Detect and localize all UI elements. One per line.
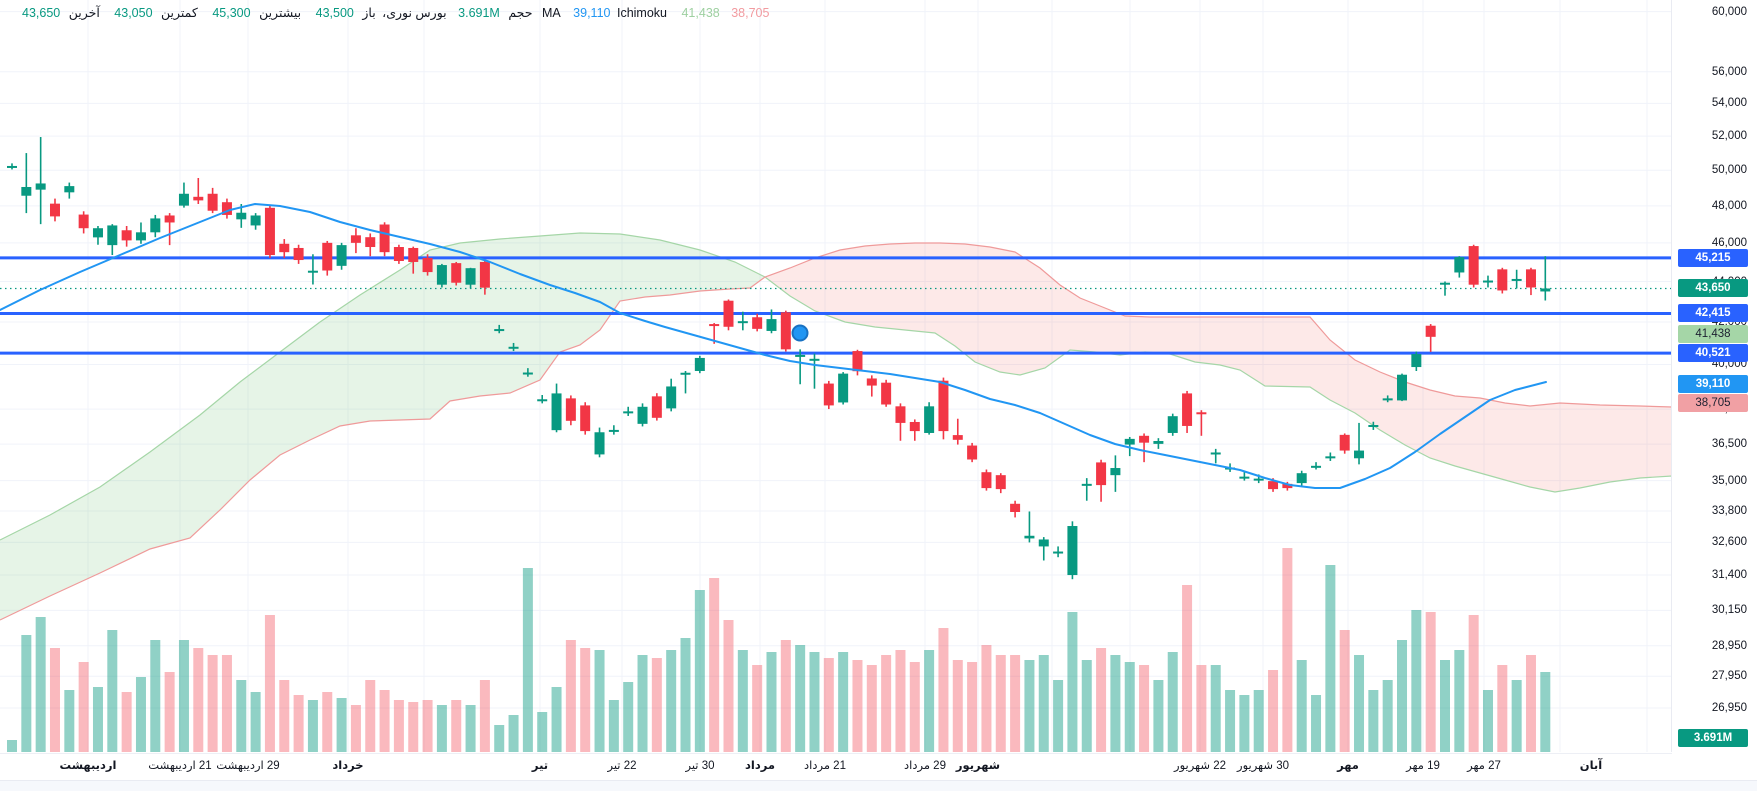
last-price-tag[interactable]: 43,650 xyxy=(1678,279,1748,298)
time-tick: شهریور xyxy=(955,760,1001,772)
time-tick: مهر xyxy=(1337,760,1359,772)
ichimoku-lead2-value: 38,705 xyxy=(731,6,770,20)
price-tick: 32,600 xyxy=(1711,536,1747,549)
time-tick: 22 شهریور xyxy=(1174,760,1226,772)
legend-volume-row[interactable]: حجم 3.691M xyxy=(450,4,535,23)
price-tick: 30,150 xyxy=(1711,604,1747,617)
low-label: کمترین xyxy=(161,6,198,20)
price-tick: 36,500 xyxy=(1711,438,1747,451)
price-tick: 46,000 xyxy=(1711,236,1747,249)
time-tick: مرداد xyxy=(744,760,776,772)
time-axis[interactable]: اردیبهشت 21 اردیبهشت 29 اردیبهشت خرداد تیر 22… xyxy=(0,753,1672,780)
open-label: باز xyxy=(362,6,376,20)
time-tick: 19 مهر xyxy=(1406,760,1440,772)
time-tick: 30 تیر xyxy=(685,760,715,772)
ichimoku-lead2-tag[interactable]: 38,705 xyxy=(1678,394,1748,413)
time-tick: 21 اردیبهشت xyxy=(148,760,212,772)
legend-ichimoku-row[interactable]: Ichimoku 41,438 38,705 xyxy=(614,4,769,23)
time-tick: 27 مهر xyxy=(1467,760,1501,772)
time-tick: 21 مرداد xyxy=(804,760,846,772)
time-tick: آبان xyxy=(1579,760,1603,772)
symbol-name: بورس نوری، xyxy=(382,6,447,20)
high-value: 45,300 xyxy=(212,6,251,20)
ma-label: MA xyxy=(541,6,561,20)
price-line-tag[interactable]: 42,415 xyxy=(1678,304,1748,323)
ichimoku-lead1-tag[interactable]: 41,438 xyxy=(1678,324,1748,343)
price-tick: 52,000 xyxy=(1711,130,1747,143)
volume-label: حجم xyxy=(508,6,533,20)
time-tick: خرداد xyxy=(332,760,364,772)
ma-value: 39,110 xyxy=(573,6,611,20)
time-tick: 29 مرداد xyxy=(904,760,946,772)
chart-legend: بورس نوری، باز 43,500 بیشترین 45,300 کمت… xyxy=(14,4,769,23)
time-tick: 30 شهریور xyxy=(1237,760,1289,772)
marker-dot[interactable] xyxy=(791,324,809,342)
price-tick: 56,000 xyxy=(1711,65,1747,78)
ma-price-tag[interactable]: 39,110 xyxy=(1678,375,1748,394)
legend-ohlc-row[interactable]: بورس نوری، باز 43,500 بیشترین 45,300 کمت… xyxy=(14,4,447,23)
price-tick: 27,950 xyxy=(1711,670,1747,683)
price-tick: 31,400 xyxy=(1711,569,1747,582)
candles-layer xyxy=(7,137,1551,580)
chart-canvas[interactable] xyxy=(0,0,1672,752)
axis-corner xyxy=(1672,753,1757,780)
last-value: 43,650 xyxy=(22,6,61,20)
last-label: آخرین xyxy=(68,6,100,20)
bottom-strip xyxy=(0,780,1757,791)
high-label: بیشترین xyxy=(259,6,302,20)
time-tick: 29 اردیبهشت xyxy=(216,760,280,772)
time-tick: 22 تیر xyxy=(607,760,637,772)
legend-ma-row[interactable]: MA 39,110 xyxy=(539,4,611,23)
price-tick: 50,000 xyxy=(1711,164,1747,177)
low-value: 43,050 xyxy=(114,6,153,20)
price-axis[interactable]: 60,000 56,000 54,000 52,000 50,000 48,000 46,0… xyxy=(1671,0,1757,752)
time-tick: اردیبهشت xyxy=(59,760,117,772)
price-tick: 54,000 xyxy=(1711,97,1747,110)
ichimoku-lead1-value: 41,438 xyxy=(681,6,720,20)
price-tick: 28,950 xyxy=(1711,639,1747,652)
ma-line-layer xyxy=(0,203,1547,489)
ichimoku-label: Ichimoku xyxy=(616,6,667,20)
volume-layer xyxy=(7,548,1551,752)
price-tick: 60,000 xyxy=(1711,5,1747,18)
price-tick: 26,950 xyxy=(1711,702,1747,714)
volume-total-tag[interactable]: 3.691M xyxy=(1678,729,1748,747)
open-value: 43,500 xyxy=(315,6,354,20)
time-tick: تیر xyxy=(531,760,549,772)
price-tick: 33,800 xyxy=(1711,504,1747,517)
volume-value: 3.691M xyxy=(458,6,500,20)
ichimoku-cloud-layer xyxy=(0,232,1672,621)
price-tick: 48,000 xyxy=(1711,199,1747,212)
horizontal-lines-layer xyxy=(0,256,1672,355)
price-tick: 35,000 xyxy=(1711,474,1747,487)
price-line-tag[interactable]: 40,521 xyxy=(1678,344,1748,363)
price-line-tag[interactable]: 45,215 xyxy=(1678,248,1748,267)
